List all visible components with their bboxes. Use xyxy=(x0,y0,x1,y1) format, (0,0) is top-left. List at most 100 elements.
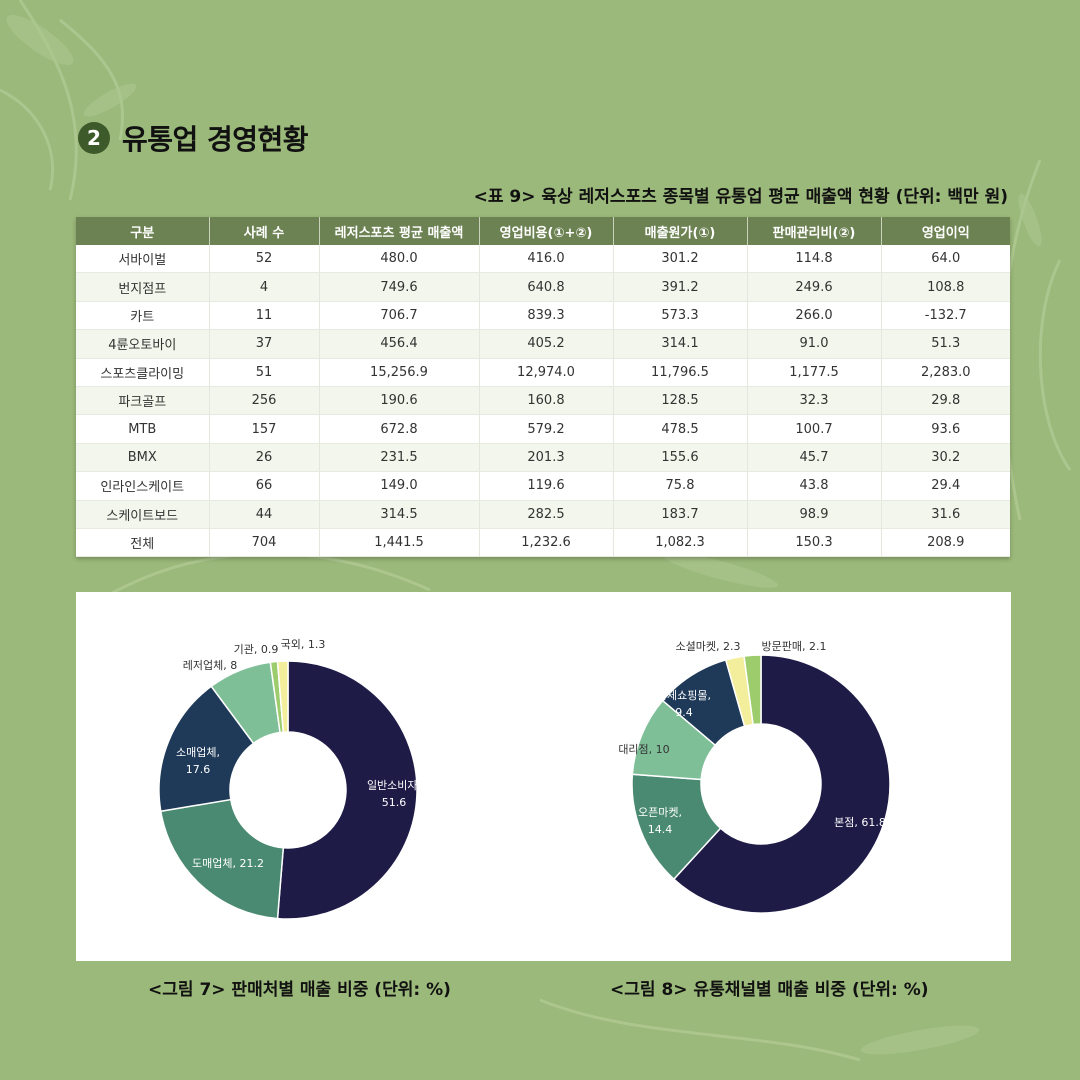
table-row: 전체 704 1,441.5 1,232.6 1,082.3 150.3 208.9 xyxy=(76,528,1010,558)
section-number-badge: 2 xyxy=(78,122,110,154)
cell-avg-revenue: 749.6 xyxy=(319,272,480,302)
cell-operating-profit: 108.8 xyxy=(881,272,1010,302)
slice-label-기관: 기관, 0.9 xyxy=(234,643,279,656)
donut-slice-일반소비자 xyxy=(276,660,418,920)
cell-sga: 43.8 xyxy=(747,471,882,501)
cell-cost-of-sales: 478.5 xyxy=(613,414,748,444)
cell-operating-cost: 119.6 xyxy=(479,471,614,501)
donut-slice-국외 xyxy=(276,660,289,733)
cell-cost-of-sales: 155.6 xyxy=(613,443,748,473)
cell-operating-profit: 208.9 xyxy=(881,528,1010,558)
header-cost-of-sales: 매출원가(①) xyxy=(613,217,748,245)
header-category: 구분 xyxy=(76,217,210,245)
table-header-row: 구분 사례 수 레저스포츠 평균 매출액 영업비용(①+②) 매출원가(①) 판… xyxy=(76,217,1010,245)
table-row: 스케이트보드 44 314.5 282.5 183.7 98.9 31.6 xyxy=(76,500,1010,529)
cell-category: 스포츠클라이밍 xyxy=(76,358,210,387)
cell-operating-cost: 640.8 xyxy=(479,272,614,302)
cell-cases: 52 xyxy=(209,245,320,274)
cell-cases: 44 xyxy=(209,500,320,529)
cell-sga: 32.3 xyxy=(747,386,882,416)
header-avg-revenue: 레저스포츠 평균 매출액 xyxy=(319,217,480,245)
table-row: 인라인스케이트 66 149.0 119.6 75.8 43.8 29.4 xyxy=(76,471,1010,501)
cell-operating-cost: 12,974.0 xyxy=(479,358,614,387)
header-operating-profit: 영업이익 xyxy=(881,217,1010,245)
revenue-table: 구분 사례 수 레저스포츠 평균 매출액 영업비용(①+②) 매출원가(①) 판… xyxy=(76,217,1010,558)
table-row: 카트 11 706.7 839.3 573.3 266.0 -132.7 xyxy=(76,301,1010,331)
cell-cost-of-sales: 391.2 xyxy=(613,272,748,302)
charts-panel: 일반소비자, 51.6 도매업체, 21.2 소매업체, 17.6 레저업체, 8 기관, … xyxy=(76,592,1011,961)
distribution-channel-donut-chart: 본점, 61.8 오픈마켓, 14.4 대리점, 10 자체쇼핑몰, 9.4 소셜마켓, 2… xyxy=(618,640,891,914)
cell-cases: 157 xyxy=(209,414,320,444)
slice-label-본점: 본점, 61.8 xyxy=(834,816,886,829)
header-operating-cost: 영업비용(①+②) xyxy=(479,217,614,245)
table-row: 번지점프 4 749.6 640.8 391.2 249.6 108.8 xyxy=(76,272,1010,302)
cell-category: 스케이트보드 xyxy=(76,500,210,529)
cell-avg-revenue: 480.0 xyxy=(319,245,480,274)
cell-cost-of-sales: 301.2 xyxy=(613,245,748,274)
cell-avg-revenue: 149.0 xyxy=(319,471,480,501)
donut-slice-방문판매 xyxy=(743,654,762,726)
cell-operating-profit: -132.7 xyxy=(881,301,1010,331)
slice-label-자체쇼핑몰: 자체쇼핑몰, 9.4 xyxy=(657,689,711,719)
cell-category: BMX xyxy=(76,443,210,473)
cell-cost-of-sales: 314.1 xyxy=(613,329,748,359)
cell-category: 파크골프 xyxy=(76,386,210,416)
table-row: 서바이벌 52 480.0 416.0 301.2 114.8 64.0 xyxy=(76,245,1010,274)
cell-cost-of-sales: 75.8 xyxy=(613,471,748,501)
table-row: 4륜오토바이 37 456.4 405.2 314.1 91.0 51.3 xyxy=(76,329,1010,359)
cell-category: 4륜오토바이 xyxy=(76,329,210,359)
slice-label-도매업체: 도매업체, 21.2 xyxy=(192,857,264,870)
cell-sga: 249.6 xyxy=(747,272,882,302)
cell-cost-of-sales: 573.3 xyxy=(613,301,748,331)
cell-category: 전체 xyxy=(76,528,210,558)
cell-operating-profit: 64.0 xyxy=(881,245,1010,274)
slice-label-소셜마켓: 소셜마켓, 2.3 xyxy=(676,640,741,653)
section-heading: 2 유통업 경영현황 xyxy=(78,118,309,158)
cell-cases: 4 xyxy=(209,272,320,302)
cell-category: 서바이벌 xyxy=(76,245,210,274)
cell-operating-cost: 579.2 xyxy=(479,414,614,444)
cell-operating-cost: 282.5 xyxy=(479,500,614,529)
cell-cases: 66 xyxy=(209,471,320,501)
cell-sga: 91.0 xyxy=(747,329,882,359)
sales-destination-donut-chart: 일반소비자, 51.6 도매업체, 21.2 소매업체, 17.6 레저업체, 8 기관, … xyxy=(158,638,421,920)
cell-operating-cost: 405.2 xyxy=(479,329,614,359)
cell-category: MTB xyxy=(76,414,210,444)
slice-label-방문판매: 방문판매, 2.1 xyxy=(762,640,827,653)
donut-slice-도매업체 xyxy=(159,798,285,920)
cell-cost-of-sales: 1,082.3 xyxy=(613,528,748,558)
slice-label-일반소비자: 일반소비자, 51.6 xyxy=(367,778,421,809)
cell-operating-profit: 29.4 xyxy=(881,471,1010,501)
revenue-table-container: 구분 사례 수 레저스포츠 평균 매출액 영업비용(①+②) 매출원가(①) 판… xyxy=(76,217,1010,558)
cell-sga: 266.0 xyxy=(747,301,882,331)
slice-label-레저업체: 레저업체, 8 xyxy=(183,659,237,672)
cell-cases: 704 xyxy=(209,528,320,558)
section-title: 유통업 경영현황 xyxy=(122,123,309,156)
cell-avg-revenue: 1,441.5 xyxy=(319,528,480,558)
slice-label-국외: 국외, 1.3 xyxy=(281,638,326,651)
slice-label-대리점: 대리점, 10 xyxy=(618,743,669,756)
cell-sga: 114.8 xyxy=(747,245,882,274)
cell-cost-of-sales: 183.7 xyxy=(613,500,748,529)
cell-category: 카트 xyxy=(76,301,210,331)
cell-cases: 256 xyxy=(209,386,320,416)
cell-cases: 37 xyxy=(209,329,320,359)
cell-operating-cost: 160.8 xyxy=(479,386,614,416)
cell-cases: 51 xyxy=(209,358,320,387)
header-sga: 판매관리비(②) xyxy=(747,217,882,245)
cell-avg-revenue: 456.4 xyxy=(319,329,480,359)
cell-category: 번지점프 xyxy=(76,272,210,302)
cell-cases: 11 xyxy=(209,301,320,331)
cell-avg-revenue: 15,256.9 xyxy=(319,358,480,387)
cell-cases: 26 xyxy=(209,443,320,473)
cell-operating-cost: 201.3 xyxy=(479,443,614,473)
cell-operating-cost: 416.0 xyxy=(479,245,614,274)
header-cases: 사례 수 xyxy=(209,217,320,245)
table-caption: <표 9> 육상 레저스포츠 종목별 유통업 평균 매출액 현황 (단위: 백만… xyxy=(473,187,1008,207)
table-row: BMX 26 231.5 201.3 155.6 45.7 30.2 xyxy=(76,443,1010,473)
cell-operating-profit: 30.2 xyxy=(881,443,1010,473)
cell-avg-revenue: 190.6 xyxy=(319,386,480,416)
table-row: MTB 157 672.8 579.2 478.5 100.7 93.6 xyxy=(76,414,1010,444)
cell-avg-revenue: 231.5 xyxy=(319,443,480,473)
cell-sga: 100.7 xyxy=(747,414,882,444)
